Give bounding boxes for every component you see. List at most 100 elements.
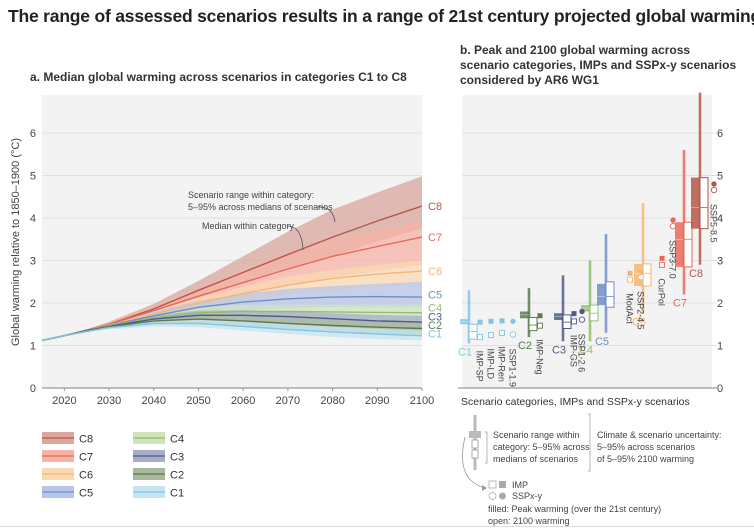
key-open-note: open: 2100 warming <box>488 516 570 526</box>
legend-item-c7: C7 <box>42 450 93 464</box>
y-tick-label: 0 <box>30 383 36 395</box>
annotation-range-arrow <box>316 206 336 223</box>
legend-item-c1: C1 <box>133 486 184 500</box>
legend-label: C7 <box>79 452 93 464</box>
panel-a-median-lines <box>41 205 423 342</box>
end-label-c7: C7 <box>428 232 442 244</box>
end-label-c8: C8 <box>428 201 442 213</box>
ssp-2100-circle <box>509 331 517 338</box>
imp-peak-square <box>627 270 633 276</box>
panel-a-y-ticks: 0 1 2 3 4 5 6 <box>30 128 36 395</box>
key-ssp-label: SSPx-y <box>512 491 543 501</box>
median-line-c1 <box>41 322 423 342</box>
key-uncertainty-line3: of 5–95% 2100 warming <box>597 454 694 464</box>
end-box <box>562 314 572 329</box>
end-box <box>642 263 652 287</box>
legend-item-c3: C3 <box>133 450 184 464</box>
imp-2100-square <box>537 322 543 329</box>
key-range-line2: category: 5–95% across <box>493 442 590 452</box>
legend-label: C2 <box>170 470 184 482</box>
panel-b-title: b. Peak and 2100 global warming across s… <box>460 43 737 87</box>
ssp-2100-circle <box>578 316 586 323</box>
marker-imp-neg: IMP-Neg <box>535 313 545 375</box>
box-c4: C4 <box>579 260 599 356</box>
marker-label: SSP2-4.5 <box>636 291 646 330</box>
y-tick-label: 6 <box>30 128 36 140</box>
marker-curpol: CurPol <box>657 255 667 306</box>
key-arrow <box>462 436 486 489</box>
category-label: C8 <box>689 268 703 280</box>
imp-peak-square <box>659 255 665 261</box>
x-tick-label: 2060 <box>231 395 255 407</box>
imp-peak-square <box>499 318 505 324</box>
x-tick-label: 2090 <box>365 395 389 407</box>
legend-label: C5 <box>79 488 93 500</box>
y-tick-label: 3 <box>30 256 36 268</box>
band-c8 <box>42 176 422 341</box>
panel-b-markers: IMP-SP IMP-LD IMP-Ren SSP1-1.9 IMP-Neg IMP-GS… <box>475 181 719 387</box>
marker-label: IMP-Ren <box>497 346 507 382</box>
y-tick-label: 0 <box>717 383 723 395</box>
end-box <box>683 221 693 268</box>
ssp-peak-circle <box>670 217 676 223</box>
key-peak-box <box>469 431 481 438</box>
y-tick-label: 3 <box>717 256 723 268</box>
key-imp-label: IMP <box>512 480 528 490</box>
marker-label: SSP5-8.5 <box>709 204 719 243</box>
box-c3: C3 <box>552 275 572 356</box>
marker-ssp1-19: SSP1-1.9 <box>508 318 518 388</box>
marker-imp-ren: IMP-Ren <box>497 318 507 382</box>
category-label: C3 <box>552 344 566 356</box>
key-bracket-uncertainty <box>588 413 591 472</box>
x-tick-label: 2030 <box>97 395 121 407</box>
annotation-range-line1: Scenario range within category: <box>188 190 314 200</box>
marker-label: IMP-SP <box>475 351 485 382</box>
annotation-median-label: Median within category <box>202 221 295 231</box>
category-label: C6 <box>632 317 646 329</box>
key-arrow-head <box>482 485 487 491</box>
legend-label: C8 <box>79 434 93 446</box>
panel-a-title: a. Median global warming across scenario… <box>30 70 407 84</box>
marker-ssp1-26: SSP1-2.6 <box>577 308 587 373</box>
end-label-c4: C4 <box>428 302 442 314</box>
imp-2100-square <box>659 261 665 268</box>
marker-imp-gs: IMP-GS <box>569 311 579 367</box>
ssp-2100-circle <box>669 222 677 230</box>
x-tick-label: 2080 <box>320 395 344 407</box>
y-tick-label: 2 <box>717 298 723 310</box>
marker-imp-ld: IMP-LD <box>486 318 496 380</box>
key-uncertainty-line2: 5–95% across scenarios <box>597 442 696 452</box>
y-tick-label: 4 <box>717 213 723 225</box>
marker-label: SSP1-1.9 <box>508 349 518 388</box>
y-tick-label: 5 <box>717 171 723 183</box>
x-tick-label: 2020 <box>52 395 76 407</box>
panel-b-y-ticks: 0 1 2 3 4 5 6 <box>717 128 723 395</box>
imp-peak-square <box>488 318 494 324</box>
ssp-peak-circle <box>638 268 644 274</box>
panel-b-plot-area <box>462 95 712 388</box>
imp-peak-square <box>571 311 577 317</box>
key-range-line3: medians of scenarios <box>493 454 579 464</box>
x-tick-label: 2070 <box>276 395 300 407</box>
ssp-peak-circle <box>510 318 516 324</box>
key-ssp-open-icon <box>488 492 497 500</box>
legend-item-c5: C5 <box>42 486 93 500</box>
category-label: C2 <box>518 340 532 352</box>
peak-box <box>597 283 606 306</box>
bottom-divider <box>0 526 754 527</box>
marker-label: IMP-GS <box>569 335 579 367</box>
marker-label: SSP1-2.6 <box>577 334 587 373</box>
panel-a-x-ticks: 2020 2030 2040 2050 2060 2070 2080 2090 2100 <box>52 388 434 407</box>
key-bracket-range <box>485 431 488 464</box>
legend-label: C6 <box>79 470 93 482</box>
end-box <box>605 281 615 308</box>
legend-label: C3 <box>170 452 184 464</box>
legend-item-c4: C4 <box>133 432 184 446</box>
peak-box <box>691 177 700 229</box>
imp-2100-square <box>627 276 633 283</box>
peak-box <box>634 263 643 286</box>
x-tick-label: 2100 <box>410 395 434 407</box>
marker-ssp2-45: SSP2-4.5 <box>636 268 646 330</box>
